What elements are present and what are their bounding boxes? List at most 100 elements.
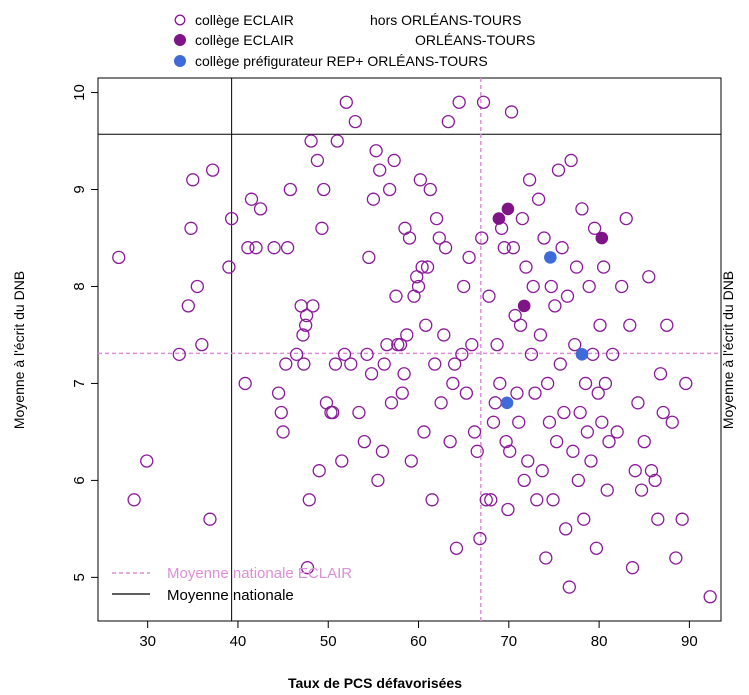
point-eclair-hors: [519, 260, 533, 274]
point-eclair-hors: [637, 434, 651, 449]
legend-label-eclair-ot: collège ECLAIR: [195, 32, 294, 48]
point-eclair-hors: [423, 182, 437, 197]
point-eclair-hors: [660, 318, 674, 332]
point-eclair-hors: [642, 270, 656, 284]
legend-label-orleans-tours: ORLÉANS-TOURS: [415, 32, 535, 48]
point-eclair-hors: [344, 357, 358, 371]
point-eclair-hors: [610, 425, 624, 439]
point-eclair-hors: [467, 425, 482, 439]
point-eclair-hors: [476, 95, 491, 109]
x-tick-label: 30: [139, 633, 156, 650]
point-eclair-hors: [172, 347, 186, 361]
point-eclair-hors: [625, 561, 640, 575]
point-eclair-hors: [506, 241, 520, 255]
point-eclair-hors: [181, 299, 195, 313]
point-eclair-hors: [369, 144, 383, 158]
point-eclair-hors: [703, 590, 717, 604]
point-eclair-hors: [206, 163, 220, 177]
point-eclair-hors: [512, 415, 526, 429]
point-eclair-hors: [271, 386, 286, 400]
point-eclair-hors: [591, 386, 605, 400]
point-eclair-hors: [249, 241, 263, 255]
point-eclair-hors: [127, 493, 141, 507]
point-eclair-hors: [428, 357, 442, 371]
x-axis-label: Taux de PCS défavorisées: [288, 675, 462, 691]
point-eclair-hors: [326, 405, 340, 420]
point-eclair-hors: [244, 192, 259, 206]
point-eclair-hors: [490, 338, 504, 352]
point-eclair-hors: [310, 153, 325, 168]
point-eclair-hors: [513, 318, 528, 332]
point-eclair-hors: [546, 493, 560, 507]
point-eclair-hors: [571, 473, 585, 488]
point-eclair-hors: [419, 318, 433, 332]
point-rep-plus: [500, 396, 514, 410]
point-eclair-hors: [595, 415, 609, 429]
point-eclair-hors: [387, 153, 401, 168]
point-eclair-hors: [560, 289, 575, 303]
point-eclair-hors: [186, 173, 200, 187]
point-eclair-hors: [276, 425, 290, 439]
point-eclair-hors: [553, 357, 567, 371]
point-eclair-hors: [446, 376, 460, 391]
point-eclair-hors: [339, 95, 353, 109]
point-eclair-hors: [631, 396, 645, 410]
point-eclair-hors: [140, 454, 154, 468]
point-eclair-hors: [437, 328, 451, 342]
point-eclair-hors: [584, 454, 598, 468]
point-eclair-hors: [366, 192, 381, 206]
point-eclair-hors: [470, 444, 484, 458]
x-tick-label: 70: [500, 633, 517, 650]
point-eclair-hors: [465, 338, 479, 352]
x-tick-label: 60: [410, 633, 427, 650]
point-eclair-hors: [533, 328, 548, 342]
point-eclair-hors: [473, 531, 487, 546]
x-tick-label: 40: [230, 633, 247, 650]
point-eclair-hors: [557, 405, 571, 420]
point-eclair-hors: [438, 241, 453, 255]
point-eclair-hors: [539, 551, 553, 565]
point-eclair-hors: [488, 396, 502, 410]
point-eclair-hors: [566, 444, 580, 458]
point-eclair-hors: [429, 211, 444, 226]
point-eclair-hors: [384, 396, 399, 410]
point-eclair-hors: [312, 464, 326, 478]
point-eclair-hors: [551, 163, 566, 177]
point-eclair-hors: [628, 464, 642, 478]
point-eclair-hors: [493, 376, 507, 391]
point-eclair-hors: [425, 493, 439, 507]
point-eclair-hors: [619, 211, 633, 226]
point-eclair-hors: [648, 473, 662, 488]
point-eclair-ot: [492, 212, 506, 225]
legend-label-national-mean: Moyenne nationale: [167, 587, 294, 604]
point-eclair-hors: [289, 347, 304, 361]
point-eclair-hors: [521, 454, 535, 468]
point-eclair-hors: [537, 231, 551, 245]
point-eclair-hors: [593, 318, 607, 332]
top-legend: collège ECLAIR hors ORLÉANS-TOURS collèg…: [174, 12, 535, 69]
point-eclair-hors: [503, 444, 517, 458]
legend-label-eclair-mean: Moyenne nationale ECLAIR: [167, 565, 352, 582]
point-eclair-hors: [335, 454, 349, 468]
point-eclair-hors: [530, 493, 544, 507]
point-eclair-hors: [274, 405, 288, 420]
point-eclair-hors: [449, 541, 464, 555]
point-eclair-hors: [644, 464, 659, 478]
point-eclair-hors: [562, 580, 576, 594]
reference-lines: [98, 78, 721, 621]
point-eclair-hors: [482, 289, 496, 303]
point-eclair-hors: [459, 386, 474, 400]
x-tick-label: 50: [320, 633, 337, 650]
point-eclair-hors: [457, 279, 471, 294]
y-tick-label: 8: [71, 282, 88, 290]
point-eclair-hors: [535, 464, 549, 478]
point-eclair-hors: [484, 493, 498, 507]
point-eclair-hors: [184, 221, 198, 235]
point-eclair-hors: [382, 182, 397, 197]
point-eclair-hors: [364, 367, 379, 381]
point-eclair-hors: [315, 221, 329, 235]
point-eclair-hors: [602, 434, 616, 449]
point-rep-plus: [544, 251, 557, 264]
legend-label-hors-orleans-tours: hors ORLÉANS-TOURS: [370, 12, 521, 28]
point-eclair-hors: [299, 318, 313, 332]
